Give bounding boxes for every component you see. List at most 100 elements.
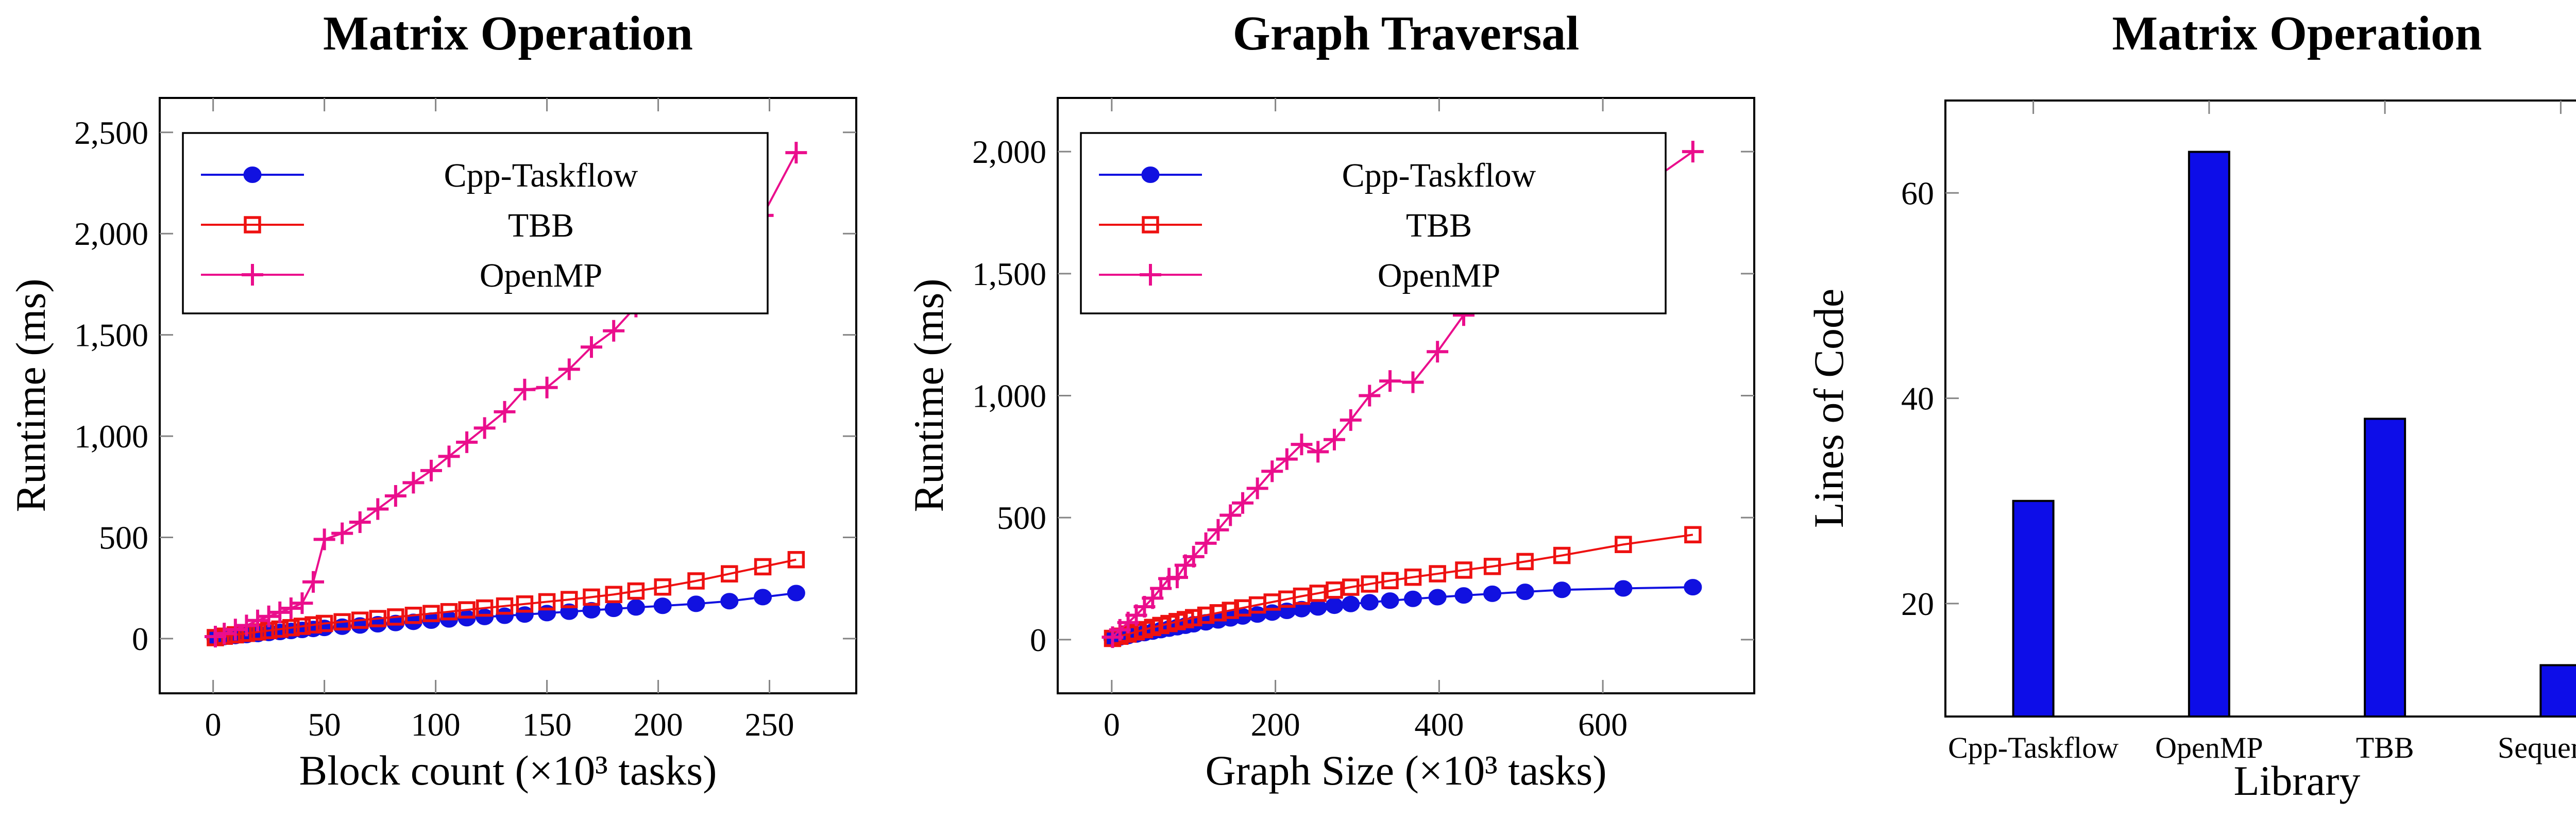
series-marker [1455, 561, 1472, 579]
series-marker [1195, 532, 1217, 554]
bar-openmp [2188, 151, 2230, 718]
series-marker [1402, 371, 1424, 393]
series-marker [1684, 526, 1702, 544]
y-tick-label: 60 [1901, 175, 1934, 211]
series-marker [351, 611, 369, 629]
series-marker [369, 610, 387, 627]
legend-label: OpenMP [480, 257, 602, 294]
series-marker [687, 572, 705, 590]
series-marker [387, 608, 404, 626]
series-marker [1222, 602, 1239, 619]
series-marker [1359, 385, 1381, 407]
series-marker [291, 592, 313, 614]
bar-tbb [2364, 418, 2406, 718]
series-marker [754, 589, 772, 606]
x-tick-label: 200 [634, 706, 683, 743]
series-marker [1309, 585, 1327, 602]
series-tbb [207, 551, 805, 646]
series-marker [1342, 578, 1360, 596]
series-marker [1293, 587, 1311, 605]
series-marker [213, 623, 235, 645]
y-tick-label: 0 [1030, 622, 1046, 658]
series-marker [1209, 604, 1227, 622]
x-tick-label: 100 [411, 706, 461, 743]
chart-title: Graph Traversal [1232, 7, 1580, 60]
series-marker [1483, 585, 1502, 602]
legend-entry-cpp-taskflow: Cpp-Taskflow [1099, 157, 1536, 194]
series-marker [494, 401, 516, 423]
legend-box [1080, 132, 1667, 314]
legend-marker [243, 166, 262, 183]
series-marker [558, 358, 580, 380]
series-marker [580, 336, 602, 358]
series-marker [404, 607, 422, 624]
series-marker [1483, 558, 1501, 575]
series-marker [420, 459, 442, 481]
graph-traversal-runtime-plot: 0 200 400 600 0 500 1,000 1,500 2,000 Cpp-Taskflo… [972, 97, 1755, 743]
series-marker [440, 603, 458, 621]
series-marker [1404, 590, 1422, 607]
y-tick-label: 2,000 [972, 134, 1046, 170]
series-marker [1614, 580, 1633, 597]
series-marker [1232, 492, 1254, 514]
x-tick-label: 150 [522, 706, 572, 743]
series-marker [282, 619, 300, 637]
series-marker [1342, 595, 1360, 612]
chart-title: Matrix Operation [2112, 7, 2482, 60]
series-marker [1246, 477, 1268, 499]
series-marker [1182, 545, 1205, 568]
series-marker [1454, 587, 1473, 604]
y-tick-label: 1,500 [972, 256, 1046, 292]
bar-sequential [2539, 664, 2576, 718]
panel-matrix-operation-runtime: 0 50 100 150 200 250 0 500 1,000 1,500 2,000 2,500 C… [0, 0, 898, 816]
series-marker [438, 445, 460, 468]
series-marker [496, 597, 514, 615]
series-marker [224, 619, 246, 641]
axes-ticks: 0 50 100 150 200 250 0 500 1,000 1,500 2,000 2,500 [74, 98, 856, 743]
series-marker [538, 593, 556, 611]
legend-label: Cpp-Taskflow [444, 157, 638, 194]
y-tick-label: 500 [997, 499, 1046, 536]
series-marker [1197, 606, 1215, 624]
legend-entry-openmp: OpenMP [1099, 257, 1500, 294]
matrix-operation-loc-plot: Cpp-Taskflow OpenMP TBB Sequential 20 40 60 [1901, 99, 2576, 764]
y-axis-label: Runtime (ms) [905, 278, 952, 512]
series-marker [787, 585, 805, 602]
series-marker [302, 571, 325, 593]
series-marker [603, 320, 625, 342]
series-marker [627, 582, 645, 600]
legend-marker [244, 216, 261, 234]
legend-box [182, 132, 769, 314]
series-marker [204, 626, 226, 647]
y-axis-label: Lines of Code [1805, 288, 1852, 528]
series-marker [605, 586, 622, 604]
series-marker [304, 616, 322, 634]
x-axis-label: Graph Size (×10³ tasks) [1205, 747, 1607, 794]
legend: Cpp-Taskflow TBB OpenMP [182, 132, 769, 314]
series-marker [1516, 584, 1534, 601]
panel-graph-traversal-runtime: 0 200 400 600 0 500 1,000 1,500 2,000 Cpp-Taskflo… [898, 0, 1796, 816]
series-marker [604, 601, 623, 618]
series-marker [1219, 504, 1242, 526]
y-axis-label: Runtime (ms) [7, 278, 54, 512]
x-tick-label: 0 [1104, 706, 1120, 743]
x-tick-label: 250 [745, 706, 794, 743]
series-marker [349, 511, 371, 534]
series-marker [331, 522, 353, 544]
series-marker [754, 558, 772, 576]
series-marker [235, 614, 258, 637]
series-marker [1379, 370, 1401, 392]
series-marker [582, 602, 601, 619]
series-marker [1428, 589, 1447, 606]
category-label: Cpp-Taskflow [1948, 731, 2119, 764]
y-tick-label: 0 [132, 621, 148, 657]
series-marker [1361, 575, 1379, 593]
series-marker [1553, 581, 1571, 598]
legend-marker [1141, 166, 1160, 183]
series-marker [473, 417, 496, 439]
y-tick-label: 1,000 [972, 378, 1046, 414]
series-marker [1360, 594, 1379, 611]
x-tick-label: 600 [1578, 706, 1628, 743]
y-tick-label: 2,000 [74, 215, 148, 252]
chart-title: Matrix Operation [323, 7, 693, 60]
